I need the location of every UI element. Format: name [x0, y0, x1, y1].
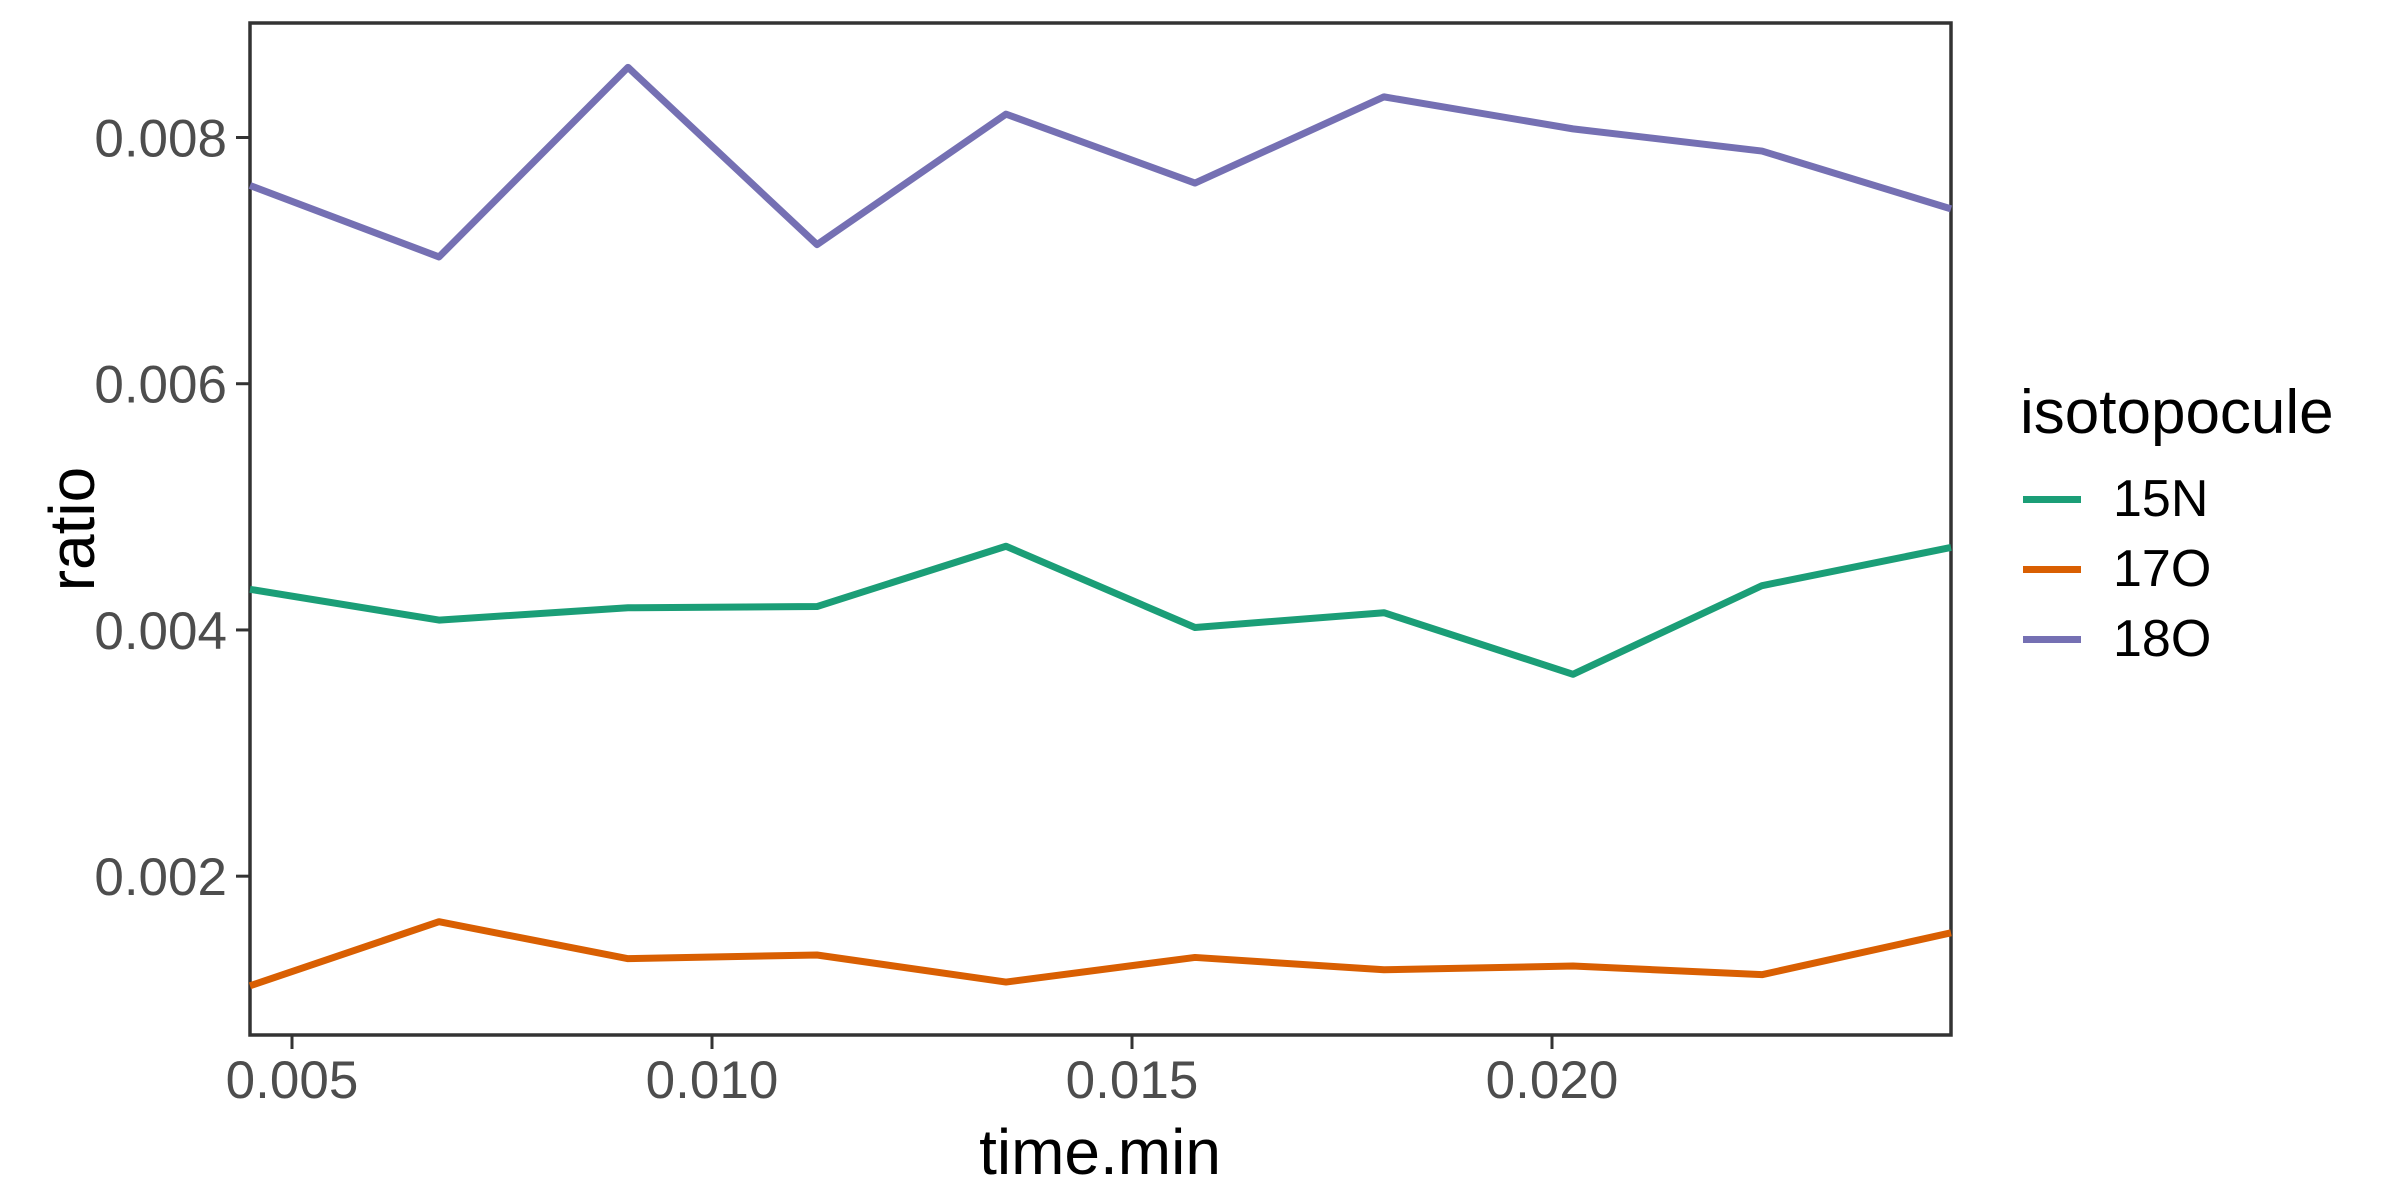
legend: isotopocule 15N 17O 18O	[2020, 380, 2400, 674]
legend-line-swatch-17O	[2023, 565, 2081, 573]
legend-line-swatch-18O	[2023, 635, 2081, 643]
y-axis-title: ratio	[36, 466, 108, 592]
x-axis-title: time.min	[979, 1116, 1221, 1188]
y-tick-label: 0.004	[94, 602, 227, 661]
y-tick-label: 0.008	[94, 109, 227, 168]
legend-items: 15N 17O 18O	[2020, 464, 2400, 674]
y-tick-label: 0.006	[94, 356, 227, 415]
x-tick-label: 0.020	[1486, 1051, 1619, 1110]
legend-item-label: 18O	[2113, 610, 2212, 668]
series-line-15N	[249, 542, 1952, 678]
series-line-17O	[248, 918, 1952, 990]
x-tick-label: 0.005	[226, 1051, 359, 1110]
legend-item: 18O	[2020, 604, 2400, 674]
y-tick-label: 0.002	[94, 848, 227, 907]
legend-title: isotopocule	[2020, 378, 2334, 447]
panel-border	[248, 21, 1953, 1037]
legend-line-swatch-15N	[2023, 495, 2081, 503]
legend-item-label: 15N	[2113, 470, 2209, 528]
legend-item-label: 17O	[2113, 540, 2212, 598]
legend-item: 17O	[2020, 534, 2400, 604]
legend-item: 15N	[2020, 464, 2400, 534]
x-tick-label: 0.015	[1066, 1051, 1199, 1110]
series-line-18O	[248, 63, 1953, 261]
x-tick-label: 0.010	[646, 1051, 779, 1110]
